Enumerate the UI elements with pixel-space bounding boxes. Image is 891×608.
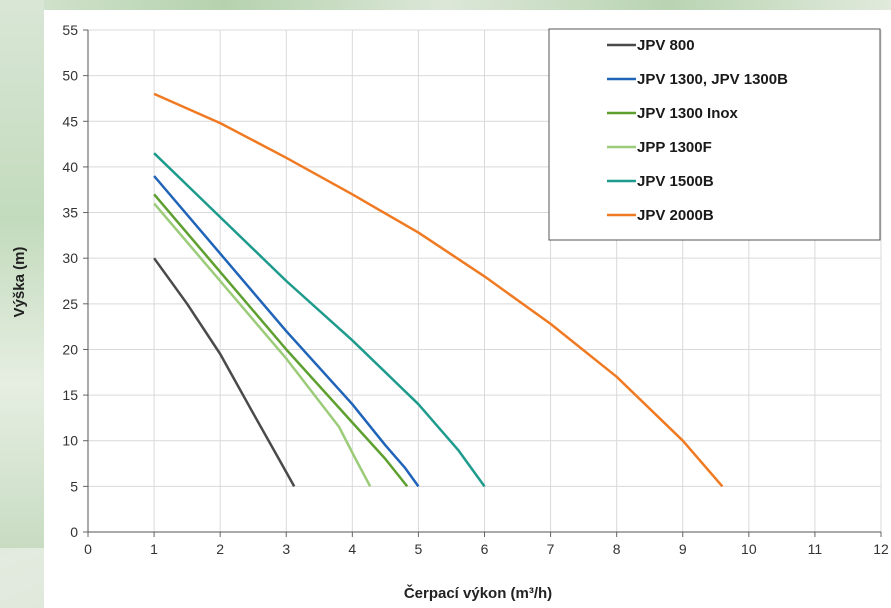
legend-box [548, 28, 881, 241]
x-tick-label: 11 [808, 541, 823, 557]
y-tick-label: 45 [62, 113, 78, 129]
legend-label-1: JPV 800 [637, 37, 695, 54]
x-tick-label: 6 [481, 541, 489, 557]
x-tick-label: 3 [282, 541, 290, 557]
legend-label-3: JPV 1300 Inox [637, 105, 739, 122]
series-line-4 [153, 202, 372, 487]
x-tick-label: 5 [415, 541, 423, 557]
legend-label-5: JPV 1500B [637, 173, 714, 190]
x-tick-label: 7 [547, 541, 555, 557]
y-tick-label: 15 [62, 387, 78, 403]
y-tick-label: 40 [62, 159, 78, 175]
y-axis-title: Výška (m) [11, 247, 28, 318]
x-tick-label: 12 [873, 541, 889, 557]
series-layer [153, 92, 724, 488]
x-tick-label: 1 [150, 541, 158, 557]
legend: JPV 800 JPV 1300, JPV 1300B JPV 1300 Inox J… [548, 28, 881, 241]
background-strip-left [0, 0, 44, 548]
x-tick-label: 4 [348, 541, 356, 557]
background-strip-top [0, 0, 891, 10]
y-tick-label: 55 [62, 22, 78, 38]
y-tick-label: 30 [62, 250, 78, 266]
y-tick-label: 35 [62, 205, 78, 221]
series-line-1 [153, 257, 296, 488]
series-line-5 [153, 152, 486, 488]
legend-label-2: JPV 1300, JPV 1300B [637, 71, 788, 88]
series-line-2 [153, 175, 420, 488]
y-tick-label: 25 [62, 296, 78, 312]
legend-label-6: JPV 2000B [637, 207, 714, 224]
series-line-3 [153, 193, 409, 488]
series-line-6 [153, 92, 724, 488]
x-tick-label: 0 [84, 541, 92, 557]
x-tick-label: 8 [613, 541, 621, 557]
x-tick-label: 9 [679, 541, 687, 557]
x-tick-label: 2 [216, 541, 224, 557]
y-tick-label: 50 [62, 68, 78, 84]
legend-label-4: JPP 1300F [637, 139, 712, 156]
y-tick-label: 0 [70, 524, 78, 540]
y-tick-label: 5 [70, 478, 78, 494]
y-tick-label: 10 [62, 433, 78, 449]
y-tick-label: 20 [62, 341, 78, 357]
x-tick-label: 10 [741, 541, 757, 557]
x-axis-title: Čerpací výkon (m³/h) [404, 584, 552, 602]
